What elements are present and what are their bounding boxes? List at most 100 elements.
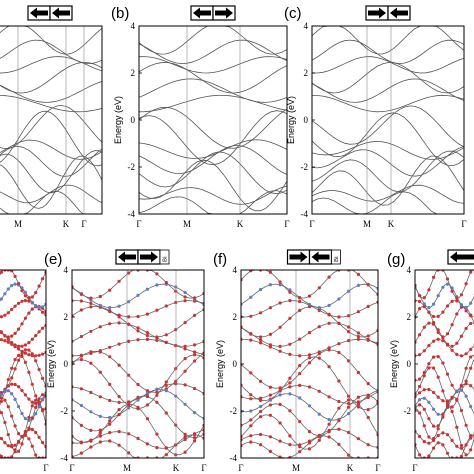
projection-dot xyxy=(13,274,17,278)
projection-dot xyxy=(317,306,321,310)
x-tick-label: Γ xyxy=(309,219,314,229)
projection-dot xyxy=(164,453,168,457)
projection-dot xyxy=(459,354,463,358)
projection-dot xyxy=(432,339,436,343)
projection-dot xyxy=(422,325,426,329)
projection-dot xyxy=(268,332,272,336)
projection-dot xyxy=(98,370,102,374)
y-tick-label: -2 xyxy=(61,406,69,416)
projection-dot xyxy=(27,437,31,441)
projection-dot xyxy=(0,454,3,458)
energy-band xyxy=(139,78,287,103)
projection-dot xyxy=(418,403,422,407)
projection-dot xyxy=(117,363,121,367)
projection-dot xyxy=(3,420,7,425)
projection-dot xyxy=(6,405,10,409)
y-tick-label: 0 xyxy=(304,115,309,125)
energy-band xyxy=(0,94,102,113)
projection-dot xyxy=(427,441,431,445)
projection-dot xyxy=(469,384,473,388)
projection-dot xyxy=(108,355,112,359)
projection-dot xyxy=(464,326,468,331)
projection-dot xyxy=(30,382,34,386)
projection-dot xyxy=(89,438,93,442)
arrow-shape xyxy=(368,7,386,19)
projection-dot xyxy=(79,354,83,358)
projection-dot xyxy=(427,435,431,439)
energy-band xyxy=(139,95,287,113)
y-tick-label: 2 xyxy=(407,312,412,322)
projection-dot xyxy=(327,275,331,279)
projection-dot xyxy=(418,411,422,415)
projection-dot xyxy=(155,400,159,404)
projection-dot xyxy=(278,349,282,353)
projection-dot xyxy=(455,389,459,393)
projection-dot xyxy=(136,405,140,409)
projection-dot xyxy=(288,342,292,346)
band-lines xyxy=(312,26,464,214)
projection-dot xyxy=(427,306,431,310)
projection-dot xyxy=(89,329,93,333)
energy-band xyxy=(139,106,287,149)
projection-dot xyxy=(427,454,431,458)
energy-band xyxy=(312,146,464,177)
arrow-right-icon xyxy=(137,249,161,265)
projection-dot xyxy=(432,424,436,428)
projection-dot xyxy=(164,333,168,337)
projection-dot xyxy=(317,325,321,329)
projection-dot xyxy=(259,311,263,315)
projection-dot xyxy=(356,370,360,375)
panel-label: (g) xyxy=(387,251,405,268)
projection-dot xyxy=(327,321,331,325)
projection-dot xyxy=(20,344,24,348)
projection-dot xyxy=(20,388,24,393)
projection-dot xyxy=(455,341,459,345)
energy-band xyxy=(312,39,464,65)
projection-dot xyxy=(164,340,168,344)
projection-dot xyxy=(3,398,7,402)
projection-dot xyxy=(441,310,445,314)
projection-dot xyxy=(136,395,140,399)
projection-dot xyxy=(307,356,312,360)
projection-dot xyxy=(10,392,14,396)
projection-dot xyxy=(27,311,31,315)
projection-dot xyxy=(268,306,272,310)
projection-dot xyxy=(183,383,187,387)
projection-dot xyxy=(327,395,331,399)
projection-dot xyxy=(347,430,351,435)
projection-dot xyxy=(317,389,321,393)
projection-dot xyxy=(469,270,473,274)
projection-dot xyxy=(34,291,38,295)
projection-dot xyxy=(79,292,83,296)
x-tick-label: M xyxy=(363,219,371,229)
y-tick-label: -2 xyxy=(230,406,238,416)
projection-dot xyxy=(23,430,27,434)
projection-dot xyxy=(459,305,463,309)
projection-dot xyxy=(464,305,468,310)
energy-band xyxy=(312,105,464,148)
projection-dot xyxy=(455,444,459,448)
x-tick-label: K xyxy=(63,219,70,229)
projection-dot xyxy=(108,309,112,314)
projection-dot xyxy=(41,277,45,281)
projection-dot xyxy=(450,348,454,352)
energy-band xyxy=(0,150,102,194)
projection-dot xyxy=(17,405,21,409)
projection-dot xyxy=(3,339,7,343)
projection-dot xyxy=(117,412,121,417)
projection-dot xyxy=(183,321,187,325)
y-tick-label: 2 xyxy=(304,68,309,78)
projection-dot xyxy=(98,431,102,435)
projection-dot xyxy=(193,433,197,437)
projection-dot xyxy=(455,296,459,300)
projection-dot xyxy=(0,270,3,274)
projection-dot xyxy=(356,395,360,399)
energy-band xyxy=(312,155,464,206)
projection-dot xyxy=(108,288,112,292)
side-tag-box xyxy=(331,249,341,265)
x-tick-label: Γ xyxy=(136,219,141,229)
projection-dot xyxy=(249,371,253,375)
panel-label: (c) xyxy=(284,5,302,22)
x-tick-label: K xyxy=(388,219,395,229)
projection-dot xyxy=(459,303,463,307)
